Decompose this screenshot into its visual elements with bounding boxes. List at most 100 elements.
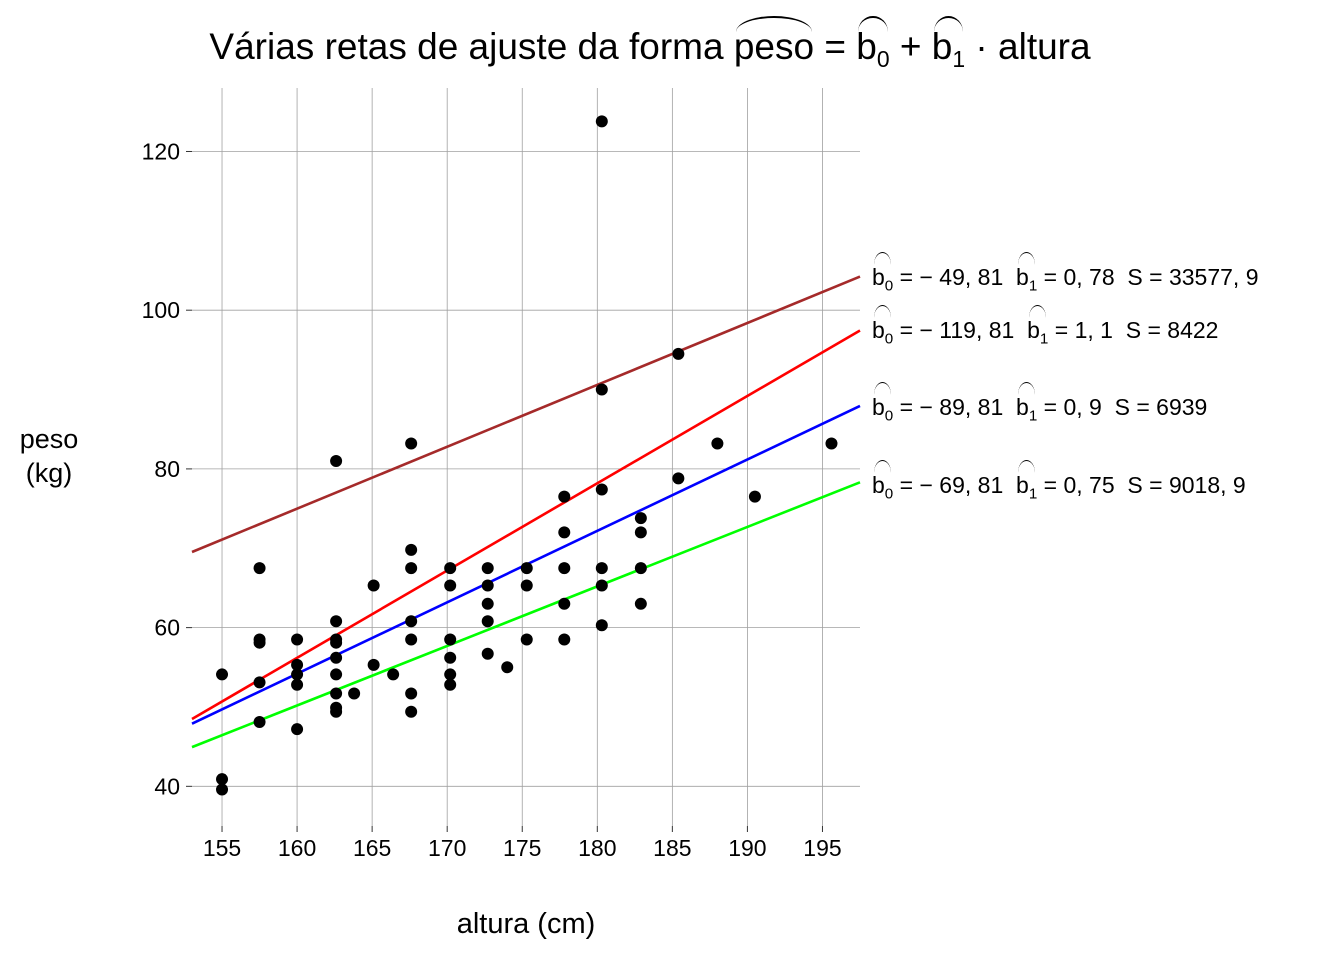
data-point [595, 579, 608, 592]
title-b0: b0 [856, 15, 890, 73]
title-eq: = [824, 26, 846, 67]
data-point [291, 668, 304, 681]
data-point [253, 562, 266, 575]
annotation-line-red: b0 = − 119, 81 b1 = 1, 1 S = 8422 [872, 304, 1218, 347]
fit-line-3 [191, 481, 861, 749]
data-point [558, 562, 571, 575]
data-point [595, 562, 608, 575]
data-point [367, 579, 380, 592]
data-point [481, 647, 494, 660]
data-point [634, 597, 647, 610]
data-point [634, 562, 647, 575]
data-point [405, 437, 418, 450]
title-prefix: Várias retas de ajuste da forma [209, 26, 724, 67]
annotation-line-brown: b0 = − 49, 81 b1 = 0, 78 S = 33577, 9 [872, 251, 1259, 294]
x-tick-label: 185 [653, 835, 691, 861]
data-point [444, 651, 457, 664]
y-axis-label: peso (kg) [19, 424, 79, 488]
data-point [330, 636, 343, 649]
data-point [291, 658, 304, 671]
fit-line-0 [191, 275, 861, 554]
data-point [216, 783, 229, 796]
data-point [481, 615, 494, 628]
x-tick-label: 170 [428, 835, 466, 861]
data-point [520, 562, 533, 575]
data-point [672, 472, 685, 485]
y-tick-label: 80 [154, 456, 180, 482]
data-point [291, 678, 304, 691]
data-point [558, 633, 571, 646]
title-var: altura [998, 26, 1091, 67]
data-point [367, 658, 380, 671]
title-dot: · [975, 26, 988, 67]
axes: 155 160 165 170 175 180 185 190 195 40 60 80 100 120 [142, 138, 842, 861]
data-point [558, 597, 571, 610]
data-point [405, 562, 418, 575]
data-point [634, 526, 647, 539]
data-point [405, 687, 418, 700]
title-plus: + [899, 26, 922, 67]
data-point [330, 651, 343, 664]
data-point [481, 562, 494, 575]
data-point [520, 633, 533, 646]
data-point [253, 716, 266, 729]
data-point [216, 668, 229, 681]
annotation-line-blue: b0 = − 89, 81 b1 = 0, 9 S = 6939 [872, 381, 1207, 424]
data-point [825, 437, 838, 450]
data-point [216, 773, 229, 786]
data-point [634, 512, 647, 525]
data-point [595, 115, 608, 128]
data-point [748, 490, 761, 503]
fit-line-1 [191, 329, 861, 721]
x-tick-label: 190 [728, 835, 766, 861]
data-point [405, 633, 418, 646]
x-tick-label: 165 [353, 835, 391, 861]
data-point [444, 678, 457, 691]
data-point [595, 619, 608, 632]
data-point [387, 668, 400, 681]
data-point [253, 636, 266, 649]
annotation-line-green: b0 = − 69, 81 b1 = 0, 75 S = 9018, 9 [872, 459, 1246, 502]
data-point [405, 705, 418, 718]
x-axis-label: altura (cm) [456, 908, 596, 940]
y-tick-label: 100 [142, 297, 180, 323]
data-point [253, 676, 266, 689]
data-point [330, 454, 343, 467]
data-point [595, 483, 608, 496]
y-tick-label: 60 [154, 615, 180, 641]
data-point [330, 668, 343, 681]
x-tick-label: 195 [803, 835, 841, 861]
data-point [291, 633, 304, 646]
x-tick-label: 180 [578, 835, 616, 861]
data-point [481, 597, 494, 610]
data-point [520, 579, 533, 592]
title-b1: b1 [932, 15, 965, 73]
grid-lines [192, 88, 860, 826]
data-point [444, 562, 457, 575]
data-point [348, 687, 361, 700]
y-tick-label: 40 [154, 773, 180, 799]
data-point [444, 668, 457, 681]
chart-title: Várias retas de ajuste da forma peso = b… [0, 15, 1300, 73]
data-point [558, 526, 571, 539]
data-point [330, 615, 343, 628]
data-point [481, 579, 494, 592]
x-tick-label: 160 [278, 835, 316, 861]
data-point [595, 383, 608, 396]
data-point [672, 347, 685, 360]
x-tick-label: 175 [503, 835, 541, 861]
data-points [216, 115, 838, 796]
title-lhs: peso [734, 16, 814, 68]
data-point [291, 723, 304, 736]
data-point [330, 687, 343, 700]
data-point [405, 615, 418, 628]
y-tick-label: 120 [142, 138, 180, 164]
x-tick-label: 155 [203, 835, 241, 861]
data-point [444, 633, 457, 646]
data-point [444, 579, 457, 592]
data-point [501, 661, 514, 674]
data-point [405, 543, 418, 556]
data-point [711, 437, 724, 450]
data-point [558, 490, 571, 503]
